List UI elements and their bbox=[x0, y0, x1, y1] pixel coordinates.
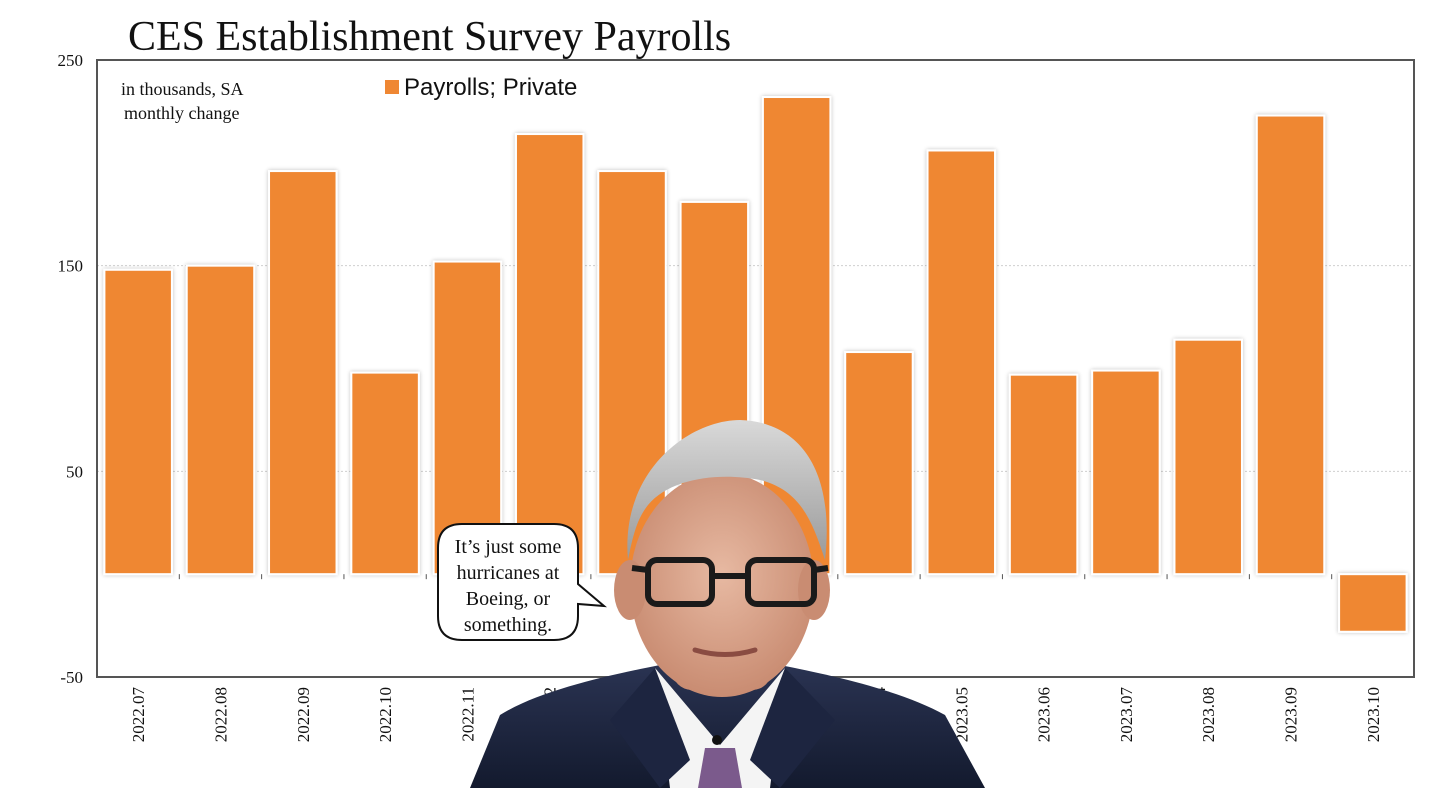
bar-2022.09 bbox=[268, 170, 338, 576]
x-tick-label: 2023.05 bbox=[952, 687, 971, 742]
x-tick-label: 2022.08 bbox=[211, 687, 230, 742]
bar-2022.11 bbox=[432, 260, 503, 576]
speaker-lapel-left bbox=[610, 668, 690, 788]
bar-2023.07 bbox=[1091, 369, 1161, 576]
units-note-line-2: monthly change bbox=[124, 103, 239, 123]
x-tick-label: 2022.09 bbox=[294, 687, 313, 742]
glasses-icon bbox=[631, 557, 829, 607]
x-tick-label: 2023.08 bbox=[1199, 687, 1218, 742]
y-tick-label: 250 bbox=[58, 51, 84, 70]
speaker-lapel-right bbox=[750, 668, 835, 788]
bar-2022.07 bbox=[103, 268, 173, 576]
bar-2023.01 bbox=[597, 170, 667, 576]
speaker-tie bbox=[698, 748, 742, 788]
legend-label: Payrolls; Private bbox=[404, 74, 577, 101]
y-tick-label: 50 bbox=[66, 462, 83, 481]
speech-line-4: something. bbox=[464, 614, 552, 636]
speech-line-2: hurricanes at bbox=[457, 562, 560, 584]
y-tick-label: 150 bbox=[58, 257, 84, 276]
y-axis-labels: -50 50 150 250 bbox=[58, 51, 84, 687]
speaker-mouth bbox=[692, 647, 758, 657]
x-tick-label: 2023.09 bbox=[1282, 687, 1301, 742]
speaker-hair bbox=[627, 420, 827, 560]
speaker-face bbox=[630, 473, 814, 697]
x-tick-label: 2023.10 bbox=[1364, 687, 1383, 742]
bar-2023.08 bbox=[1173, 338, 1243, 576]
speech-line-1: It’s just some bbox=[455, 536, 562, 558]
chart-title: CES Establishment Survey Payrolls bbox=[128, 14, 731, 60]
x-tick-label: 2023.06 bbox=[1035, 687, 1054, 742]
bar-2023.10 bbox=[1338, 573, 1408, 633]
y-tick-label: -50 bbox=[60, 668, 83, 687]
bar-2022.08 bbox=[185, 264, 256, 576]
bar-2023.06 bbox=[1008, 373, 1079, 576]
speaker-illustration bbox=[470, 420, 985, 788]
speech-line-3: Boeing, or bbox=[466, 588, 551, 610]
x-tick-label: 2022.11 bbox=[458, 687, 477, 742]
bar-2023.05 bbox=[926, 149, 997, 576]
bar-2022.10 bbox=[350, 371, 420, 576]
speech-bubble: It’s just some hurricanes at Boeing, or … bbox=[437, 523, 608, 641]
speaker-suit bbox=[470, 665, 985, 788]
x-tick-label: 2022.07 bbox=[129, 687, 148, 743]
bar-series bbox=[103, 96, 1408, 633]
x-tick-label: 2023.07 bbox=[1117, 687, 1136, 743]
bar-2023.09 bbox=[1255, 114, 1326, 576]
bar-2022.12 bbox=[514, 133, 585, 576]
legend-swatch bbox=[385, 80, 399, 94]
units-note-line-1: in thousands, SA bbox=[121, 79, 244, 99]
microphone-icon bbox=[712, 735, 722, 745]
speaker-ear-left bbox=[614, 560, 646, 620]
legend: Payrolls; Private bbox=[385, 74, 577, 101]
x-tick-label: 2022.10 bbox=[376, 687, 395, 742]
bar-2023.04 bbox=[844, 351, 914, 576]
speech-bubble-shape bbox=[437, 523, 608, 641]
